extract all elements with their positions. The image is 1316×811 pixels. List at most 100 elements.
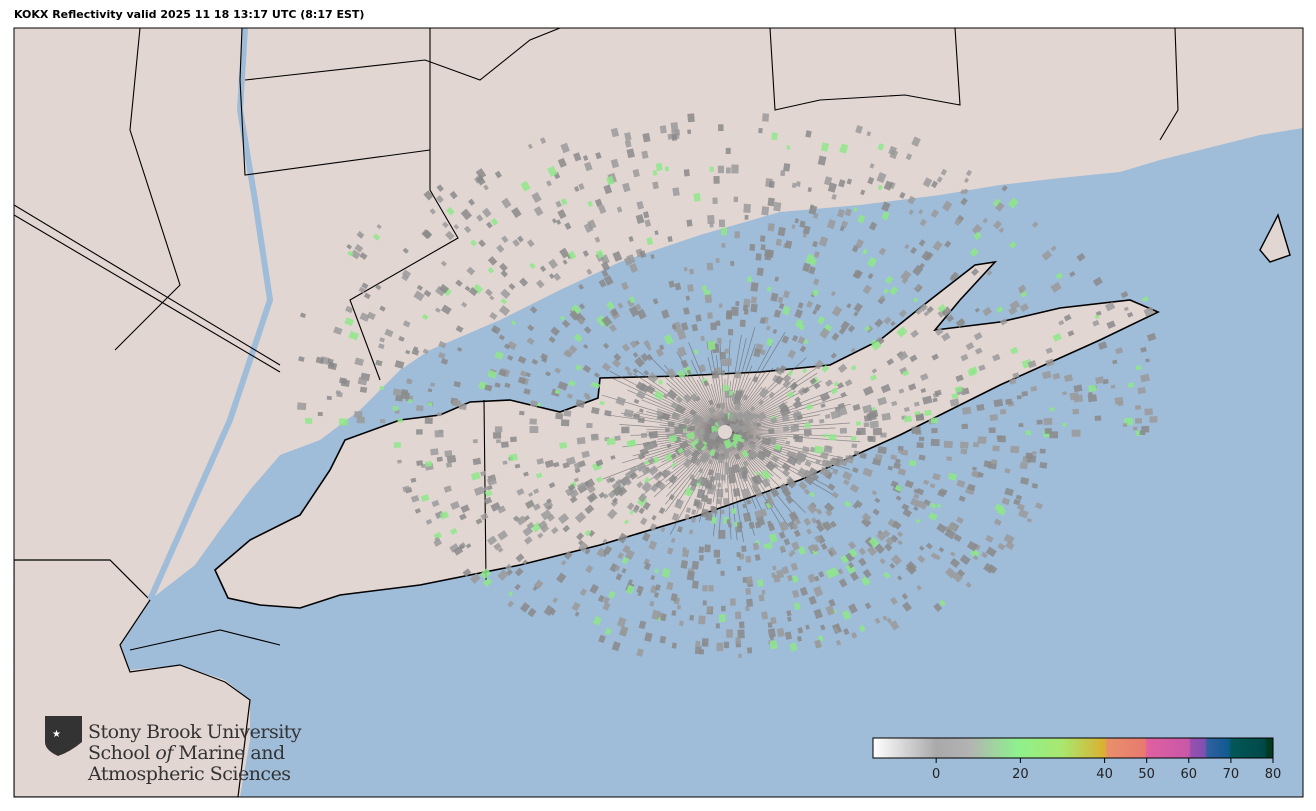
radar-echo [835,639,842,646]
radar-echo [817,316,826,325]
radar-echo [758,594,765,602]
radar-echo [430,448,439,456]
radar-echo [709,166,714,172]
radar-echo [433,538,443,547]
radar-echo [563,349,572,358]
radar-echo [732,433,742,442]
radar-echo [1092,319,1100,327]
radar-echo [731,463,741,474]
radar-echo [876,531,887,542]
radar-echo [655,479,663,488]
radar-echo [724,390,731,398]
radar-echo [758,127,763,134]
radar-echo [674,403,687,415]
radar-echo [761,447,772,458]
radar-echo [716,558,721,564]
radar-echo [326,395,332,401]
radar-echo [968,366,978,375]
radar-echo [507,354,514,361]
radar-echo [1015,494,1023,501]
radar-echo [705,511,713,521]
radar-echo [662,393,668,399]
radar-echo [693,193,701,202]
radar-echo [672,321,682,333]
radar-echo [742,304,749,312]
radar-echo [606,508,618,520]
radar-echo [668,434,678,443]
radar-echo [538,520,548,530]
radar-echo [687,426,693,432]
radar-echo [616,486,628,497]
radar-echo [981,551,988,559]
radar-echo [668,280,675,288]
radar-echo [1137,386,1146,395]
colorbar-tick-label: 50 [1138,767,1155,782]
radar-echo [797,302,804,309]
radar-echo [862,568,872,579]
radar-echo [960,448,968,455]
radar-echo [816,523,825,533]
radar-echo [453,380,461,388]
radar-echo [898,449,903,454]
radar-echo [1062,391,1067,396]
radar-echo [889,149,899,160]
radar-echo [524,536,533,545]
radar-echo [960,353,969,362]
radar-echo [758,399,765,406]
radar-radial [664,431,726,513]
radar-echo [743,203,751,213]
radar-echo [993,220,1003,230]
radar-echo [781,462,791,472]
radar-echo [779,545,786,552]
radar-echo [820,403,826,409]
radar-echo [384,328,394,338]
radar-echo [837,363,848,373]
radar-echo [576,532,585,541]
radar-echo [864,325,871,332]
radar-echo [333,326,343,335]
svg-text:★: ★ [52,729,61,740]
radar-echo [724,348,729,354]
radar-echo [985,546,997,558]
radar-echo [748,434,754,439]
radar-echo [806,300,813,309]
radar-echo [752,542,760,551]
radar-echo [1045,347,1053,354]
radar-echo [586,268,593,276]
radar-echo [719,412,725,419]
radar-echo [555,219,562,225]
radar-echo [1021,390,1029,397]
radar-echo [611,480,623,492]
radar-echo [912,264,924,276]
radar-echo [703,431,712,439]
radar-echo [949,551,956,557]
radar-echo [815,459,821,465]
radar-echo [566,393,573,399]
radar-echo [578,303,586,310]
radar-echo [548,336,556,344]
radar-echo [993,398,1004,408]
radar-echo [610,158,620,169]
radar-echo [646,345,652,351]
radar-echo [894,484,903,492]
radar-echo [670,593,678,602]
radar-echo [497,530,509,541]
radar-echo [783,538,791,546]
radar-echo [780,170,786,177]
radar-echo [825,568,835,579]
radar-echo [736,525,742,533]
radar-echo [671,324,677,330]
radar-echo [707,312,713,319]
radar-echo [1005,541,1015,550]
radar-echo [458,403,467,411]
radar-echo [721,509,725,514]
radar-echo [659,344,665,351]
radar-echo [824,502,835,513]
radar-echo [784,631,793,640]
radar-echo [877,396,888,406]
radar-echo [794,218,799,224]
radar-echo [677,369,686,379]
radar-echo [560,142,570,154]
radar-echo [885,275,894,285]
